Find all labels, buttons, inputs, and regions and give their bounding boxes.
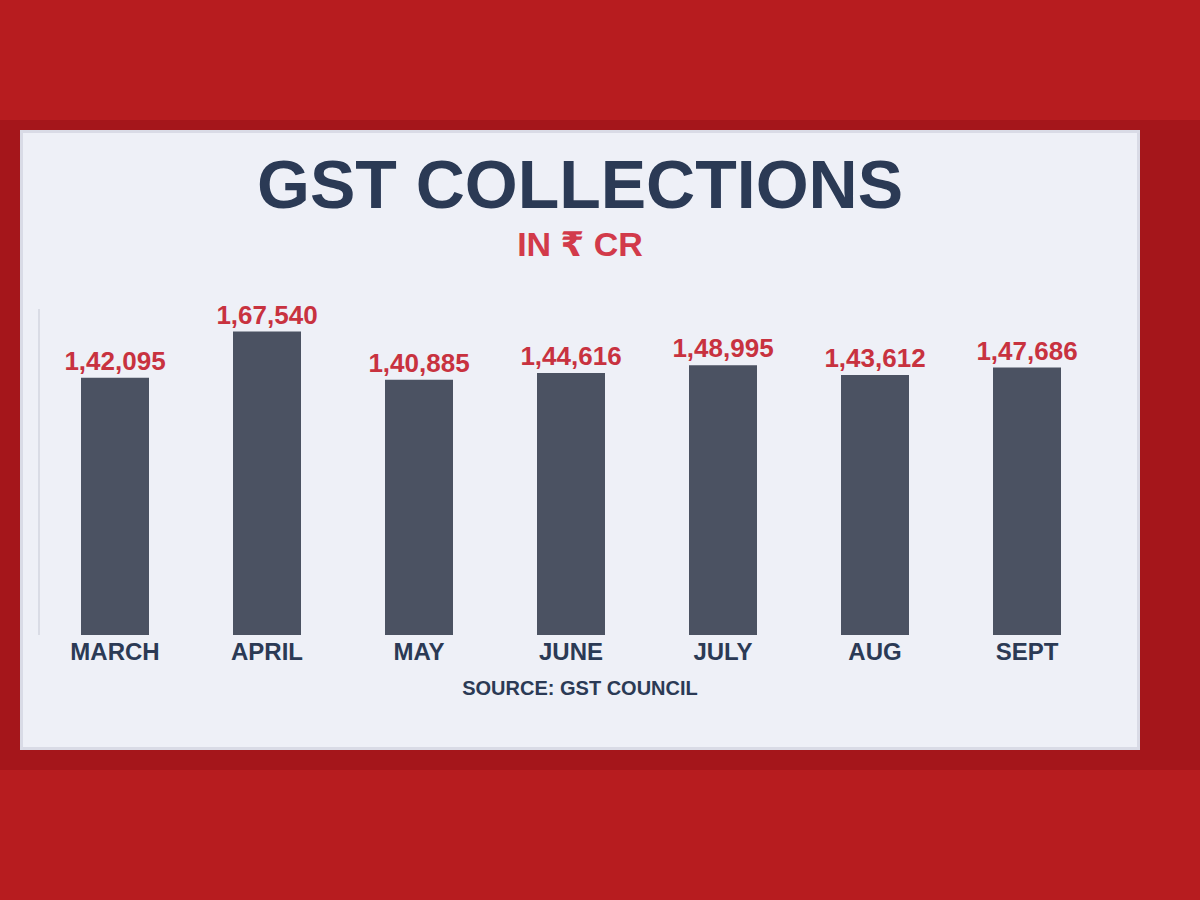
svg-text:1,44,616: 1,44,616	[520, 341, 621, 371]
svg-text:1,43,612: 1,43,612	[824, 343, 925, 373]
svg-text:JUNE: JUNE	[539, 638, 603, 665]
svg-text:1,48,995: 1,48,995	[672, 333, 773, 363]
svg-text:JULY: JULY	[693, 638, 752, 665]
html-text:IN ₹ CR: IN ₹ CR	[517, 225, 643, 263]
svg-text:1,40,885: 1,40,885	[368, 348, 469, 378]
svg-text:SEPT: SEPT	[996, 638, 1059, 665]
svg-text:1,42,095: 1,42,095	[64, 346, 165, 376]
svg-text:1,67,540: 1,67,540	[216, 300, 317, 330]
svg-text:1,47,686: 1,47,686	[976, 336, 1077, 366]
html-text:GST COLLECTIONS: GST COLLECTIONS	[257, 146, 903, 222]
svg-text:MAY: MAY	[393, 638, 444, 665]
html-text:SOURCE: GST COUNCIL: SOURCE: GST COUNCIL	[462, 677, 698, 699]
svg-text:APRIL: APRIL	[231, 638, 303, 665]
svg-text:MARCH: MARCH	[70, 638, 159, 665]
svg-text:AUG: AUG	[848, 638, 901, 665]
